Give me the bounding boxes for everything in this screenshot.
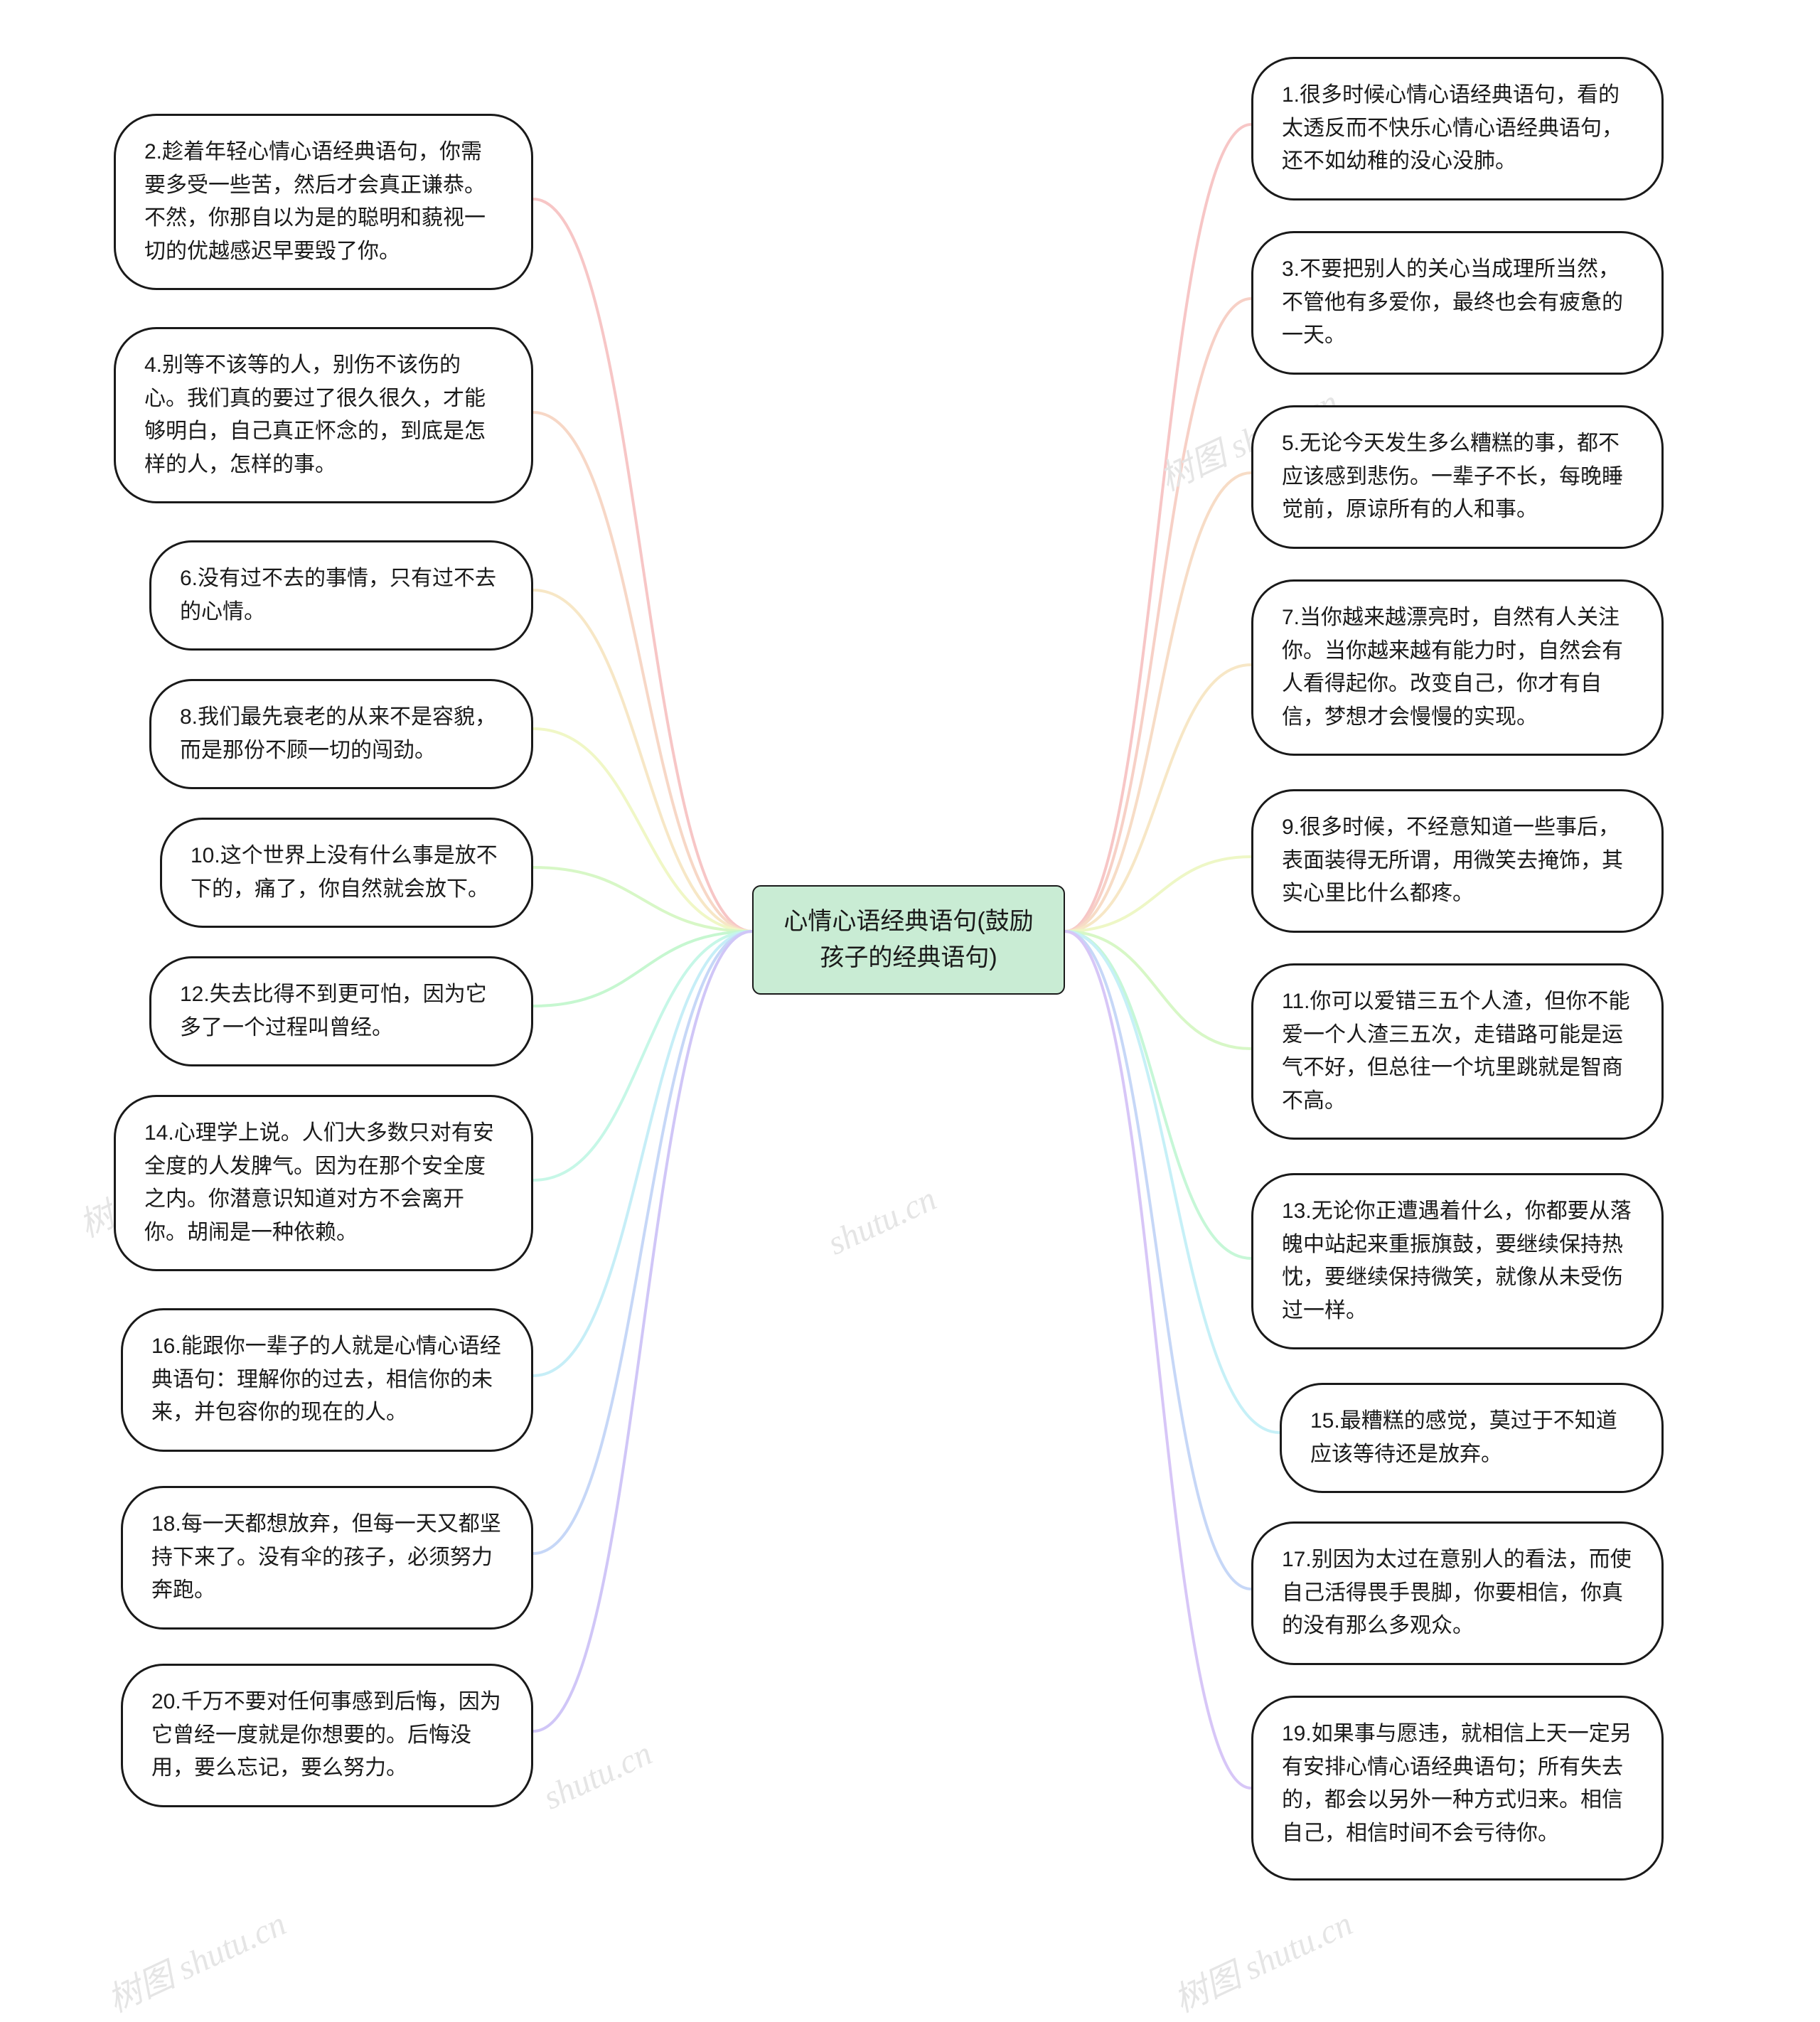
left-node-5: 12.失去比得不到更可怕，因为它多了一个过程叫曾经。: [149, 956, 533, 1066]
right-node-6: 13.无论你正遭遇着什么，你都要从落魄中站起来重振旗鼓，要继续保持热忱，要继续保…: [1251, 1173, 1664, 1349]
watermark: shutu.cn: [537, 1733, 658, 1817]
node-text: 15.最糟糕的感觉，莫过于不知道应该等待还是放弃。: [1310, 1409, 1617, 1466]
center-node: 心情心语经典语句(鼓励孩子的经典语句): [752, 885, 1065, 995]
node-text: 2.趁着年轻心情心语经典语句，你需要多受一些苦，然后才会真正谦恭。不然，你那自以…: [144, 140, 486, 263]
node-text: 17.别因为太过在意别人的看法，而使自己活得畏手畏脚，你要相信，你真的没有那么多…: [1282, 1548, 1632, 1637]
node-text: 8.我们最先衰老的从来不是容貌，而是那份不顾一切的闯劲。: [180, 705, 496, 762]
node-text: 16.能跟你一辈子的人就是心情心语经典语句：理解你的过去，相信你的未来，并包容你…: [151, 1334, 501, 1424]
node-text: 6.没有过不去的事情，只有过不去的心情。: [180, 567, 496, 624]
node-text: 12.失去比得不到更可怕，因为它多了一个过程叫曾经。: [180, 983, 487, 1039]
node-text: 13.无论你正遭遇着什么，你都要从落魄中站起来重振旗鼓，要继续保持热忱，要继续保…: [1282, 1199, 1632, 1322]
node-text: 11.你可以爱错三五个人渣，但你不能爱一个人渣三五次，走错路可能是运气不好，但总…: [1282, 990, 1629, 1113]
right-node-5: 11.你可以爱错三五个人渣，但你不能爱一个人渣三五次，走错路可能是运气不好，但总…: [1251, 963, 1664, 1140]
node-text: 7.当你越来越漂亮时，自然有人关注你。当你越来越有能力时，自然会有人看得起你。改…: [1282, 606, 1623, 729]
left-node-0: 2.趁着年轻心情心语经典语句，你需要多受一些苦，然后才会真正谦恭。不然，你那自以…: [114, 114, 533, 290]
right-node-7: 15.最糟糕的感觉，莫过于不知道应该等待还是放弃。: [1280, 1383, 1664, 1493]
node-text: 14.心理学上说。人们大多数只对有安全度的人发脾气。因为在那个安全度之内。你潜意…: [144, 1121, 494, 1244]
left-node-1: 4.别等不该等的人，别伤不该伤的心。我们真的要过了很久很久，才能够明白，自己真正…: [114, 327, 533, 503]
node-text: 18.每一天都想放弃，但每一天又都坚持下来了。没有伞的孩子，必须努力奔跑。: [151, 1512, 501, 1602]
right-node-3: 7.当你越来越漂亮时，自然有人关注你。当你越来越有能力时，自然会有人看得起你。改…: [1251, 579, 1664, 756]
left-node-4: 10.这个世界上没有什么事是放不下的，痛了，你自然就会放下。: [160, 818, 533, 928]
mindmap-canvas: 心情心语经典语句(鼓励孩子的经典语句) shutu.cn树图 shutu.cn树…: [0, 0, 1820, 1940]
watermark: 树图 shutu.cn: [98, 1895, 293, 2021]
left-node-9: 20.千万不要对任何事感到后悔，因为它曾经一度就是你想要的。后悔没用，要么忘记，…: [121, 1664, 533, 1807]
left-node-7: 16.能跟你一辈子的人就是心情心语经典语句：理解你的过去，相信你的未来，并包容你…: [121, 1308, 533, 1452]
left-node-8: 18.每一天都想放弃，但每一天又都坚持下来了。没有伞的孩子，必须努力奔跑。: [121, 1486, 533, 1630]
right-node-0: 1.很多时候心情心语经典语句，看的太透反而不快乐心情心语经典语句，还不如幼稚的没…: [1251, 57, 1664, 200]
watermark: shutu.cn: [822, 1179, 942, 1263]
node-text: 5.无论今天发生多么糟糕的事，都不应该感到悲伤。一辈子不长，每晚睡觉前，原谅所有…: [1282, 432, 1623, 521]
node-text: 4.别等不该等的人，别伤不该伤的心。我们真的要过了很久很久，才能够明白，自己真正…: [144, 353, 486, 476]
node-text: 19.如果事与愿违，就相信上天一定另有安排心情心语经典语句；所有失去的，都会以另…: [1282, 1722, 1632, 1845]
node-text: 1.很多时候心情心语经典语句，看的太透反而不快乐心情心语经典语句，还不如幼稚的没…: [1282, 83, 1623, 173]
left-node-2: 6.没有过不去的事情，只有过不去的心情。: [149, 540, 533, 651]
watermark: 树图 shutu.cn: [1165, 1895, 1359, 2021]
node-text: 10.这个世界上没有什么事是放不下的，痛了，你自然就会放下。: [191, 844, 498, 901]
right-node-2: 5.无论今天发生多么糟糕的事，都不应该感到悲伤。一辈子不长，每晚睡觉前，原谅所有…: [1251, 405, 1664, 549]
center-node-text: 心情心语经典语句(鼓励孩子的经典语句): [783, 908, 1033, 971]
node-text: 20.千万不要对任何事感到后悔，因为它曾经一度就是你想要的。后悔没用，要么忘记，…: [151, 1690, 501, 1780]
right-node-8: 17.别因为太过在意别人的看法，而使自己活得畏手畏脚，你要相信，你真的没有那么多…: [1251, 1521, 1664, 1665]
right-node-4: 9.很多时候，不经意知道一些事后，表面装得无所谓，用微笑去掩饰，其实心里比什么都…: [1251, 789, 1664, 933]
right-node-9: 19.如果事与愿违，就相信上天一定另有安排心情心语经典语句；所有失去的，都会以另…: [1251, 1696, 1664, 1881]
node-text: 3.不要把别人的关心当成理所当然，不管他有多爱你，最终也会有疲惫的一天。: [1282, 257, 1623, 347]
left-node-3: 8.我们最先衰老的从来不是容貌，而是那份不顾一切的闯劲。: [149, 679, 533, 789]
right-node-1: 3.不要把别人的关心当成理所当然，不管他有多爱你，最终也会有疲惫的一天。: [1251, 231, 1664, 375]
node-text: 9.很多时候，不经意知道一些事后，表面装得无所谓，用微笑去掩饰，其实心里比什么都…: [1282, 815, 1623, 905]
left-node-6: 14.心理学上说。人们大多数只对有安全度的人发脾气。因为在那个安全度之内。你潜意…: [114, 1095, 533, 1271]
